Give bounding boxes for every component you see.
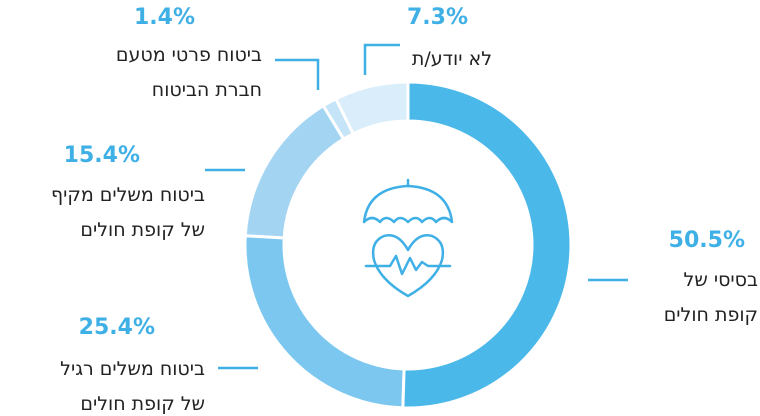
- value-label: 15.4%: [63, 143, 140, 168]
- leaders: [205, 43, 628, 370]
- category-label: ביטוח משלים מקיף של קופת חולים: [50, 184, 205, 241]
- pie-slice: [401, 80, 573, 410]
- value-label: 7.3%: [406, 5, 468, 30]
- category-label: לא יודע/ת: [411, 48, 492, 70]
- value-label: 1.4%: [133, 5, 195, 30]
- category-label: בסיסי של קופת חולים: [663, 269, 758, 326]
- pie-slice: [243, 103, 346, 240]
- value-label: 50.5%: [668, 228, 745, 253]
- category-label: ביטוח פרטי מטעם חברת הביטוח: [115, 44, 262, 101]
- category-label: ביטוח משלים רגיל של קופת חולים: [60, 358, 205, 415]
- value-label: 25.4%: [78, 315, 155, 340]
- center-icon: [362, 178, 454, 298]
- pie-slice: [243, 234, 406, 410]
